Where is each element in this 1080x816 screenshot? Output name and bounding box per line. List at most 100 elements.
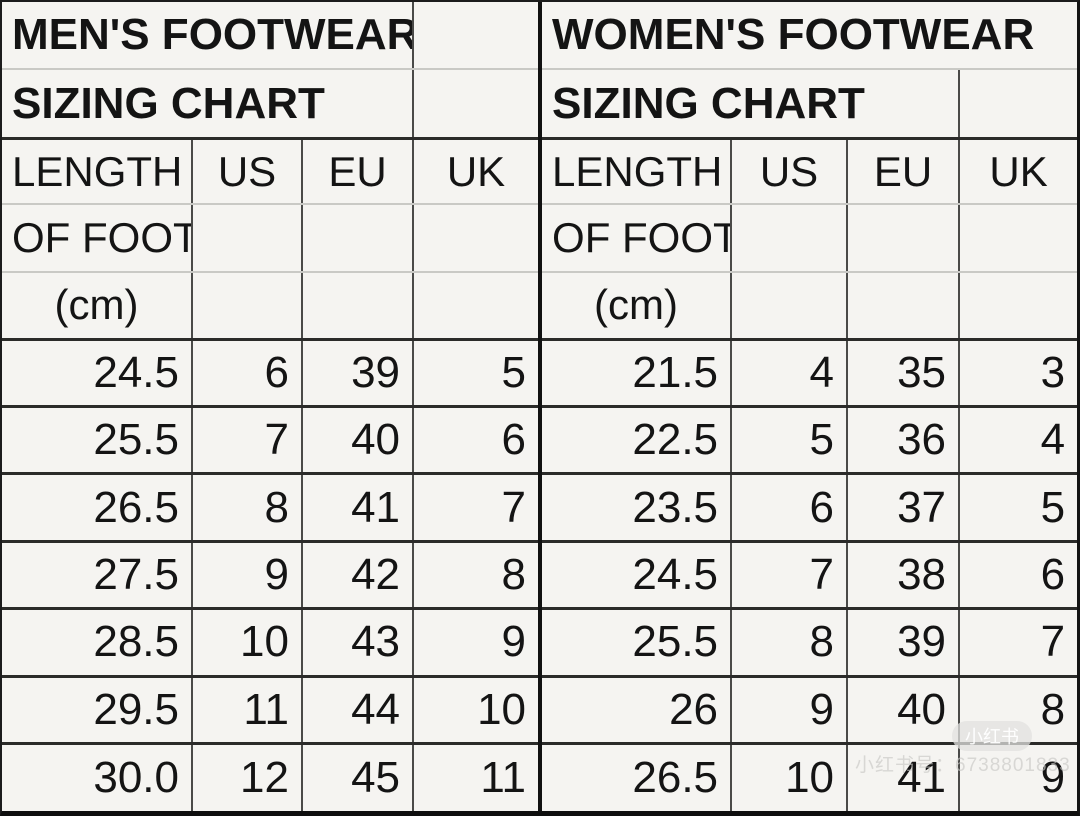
empty-cell [192, 271, 303, 341]
cell-cm: 28.5 [2, 608, 193, 678]
mens-header-of-foot: OF FOOT [2, 204, 193, 273]
womens-header-uk: UK [959, 138, 1077, 206]
cell-us: 8 [192, 473, 303, 543]
cell-us: 12 [192, 743, 303, 811]
xiaohongshu-id-watermark: 小红书号：6738801833 [855, 755, 1071, 776]
cell-eu: 44 [302, 676, 415, 745]
cell-eu: 43 [302, 608, 415, 678]
cell-us: 8 [731, 608, 849, 678]
cell-cm: 24.5 [2, 339, 193, 408]
cell-uk: 11 [480, 752, 527, 802]
cell-eu: 37 [847, 473, 961, 543]
cell-eu: 42 [302, 541, 415, 611]
mens-header-eu: EU [302, 138, 415, 206]
cell-us: 10 [192, 608, 303, 678]
cell-eu: 40 [847, 676, 961, 745]
cell-us: 4 [731, 339, 849, 408]
empty-cell [413, 204, 539, 273]
womens-header-length: LENGTH [542, 138, 733, 206]
mens-title-line1: MEN'S FOOTWEAR [2, 2, 415, 71]
cell-uk: 8 [413, 541, 539, 611]
cell-us: 7 [731, 541, 849, 611]
cell-cm: 26.5 [542, 743, 733, 811]
mens-sizing-table: MEN'S FOOTWEAR SIZING CHART LENGTH US EU… [2, 2, 539, 811]
cell-cm: 26.5 [2, 473, 193, 543]
cell-cm: 23.5 [542, 473, 733, 543]
cell-cm: 29.5 [2, 676, 193, 745]
cell-eu: 39 [847, 608, 961, 678]
table-row: 24.5 6 39 5 [2, 339, 539, 408]
cell-cm: 25.5 [2, 406, 193, 476]
cell-us: 9 [192, 541, 303, 611]
mens-header-cm: (cm) [2, 271, 193, 341]
empty-cell [731, 204, 849, 273]
xiaohongshu-badge: 小红书 [952, 721, 1032, 751]
table-row: 26.5 8 41 7 [2, 473, 539, 543]
womens-header-cm: (cm) [542, 271, 733, 341]
cell-us: 11 [192, 676, 303, 745]
table-row: 26.5 10 41 9 [542, 743, 1077, 811]
womens-title-line1: WOMEN'S FOOTWEAR [542, 2, 1077, 71]
table-divider [538, 2, 543, 811]
womens-title-line2: SIZING CHART [542, 69, 961, 141]
table-row: 24.5 7 38 6 [542, 541, 1077, 611]
cell-eu: 39 [302, 339, 415, 408]
table-row: 25.5 7 40 6 [2, 406, 539, 476]
empty-cell [731, 271, 849, 341]
womens-header-eu: EU [847, 138, 961, 206]
cell-us: 5 [731, 406, 849, 476]
cell-uk: 5 [413, 339, 539, 408]
cell-cm: 25.5 [542, 608, 733, 678]
cell-uk: 6 [413, 406, 539, 476]
cell-us: 10 [731, 743, 849, 811]
empty-cell [959, 271, 1077, 341]
empty-cell [413, 69, 539, 141]
empty-cell [847, 204, 961, 273]
mens-header-uk: UK [413, 138, 539, 206]
cell-cm: 27.5 [2, 541, 193, 611]
cell-eu: 40 [302, 406, 415, 476]
cell-cm: 22.5 [542, 406, 733, 476]
cell-uk: 3 [959, 339, 1077, 408]
cell-cm: 26 [542, 676, 733, 745]
cell-cm: 21.5 [542, 339, 733, 408]
mens-header-length: LENGTH [2, 138, 193, 206]
empty-cell [959, 204, 1077, 273]
table-row: 28.5 10 43 9 [2, 608, 539, 678]
cell-uk: 5 [959, 473, 1077, 543]
table-row: 25.5 8 39 7 [542, 608, 1077, 678]
cell-eu: 45 [302, 743, 415, 811]
womens-sizing-table: WOMEN'S FOOTWEAR SIZING CHART LENGTH US … [542, 2, 1077, 811]
empty-cell [847, 271, 961, 341]
cell-eu: 41 [302, 473, 415, 543]
cell-eu: 36 [847, 406, 961, 476]
empty-cell [302, 271, 415, 341]
empty-cell [413, 271, 539, 341]
cell-us: 6 [192, 339, 303, 408]
cell-us: 7 [192, 406, 303, 476]
cell-uk: 10 [413, 676, 539, 745]
cell-us: 6 [731, 473, 849, 543]
cell-uk: 9 [413, 608, 539, 678]
table-row: 30.0 12 45 11 [2, 743, 538, 811]
womens-header-us: US [731, 138, 849, 206]
table-row: 26 9 40 8 [542, 676, 1077, 745]
womens-header-of-foot: OF FOOT [542, 204, 733, 273]
mens-header-us: US [192, 138, 303, 206]
cell-uk: 6 [959, 541, 1077, 611]
empty-cell [413, 2, 539, 71]
table-row: 23.5 6 37 5 [542, 473, 1077, 543]
cell-uk: 4 [959, 406, 1077, 476]
table-row: 27.5 9 42 8 [2, 541, 539, 611]
cell-uk: 7 [959, 608, 1077, 678]
cell-us: 9 [731, 676, 849, 745]
empty-cell [959, 69, 1077, 141]
cell-uk: 9 [1040, 752, 1066, 802]
cell-eu: 41 [847, 743, 961, 811]
table-row: 22.5 5 36 4 [542, 406, 1077, 476]
cell-uk: 7 [413, 473, 539, 543]
table-row: 29.5 11 44 10 [2, 676, 539, 745]
cell-eu: 35 [847, 339, 961, 408]
empty-cell [192, 204, 303, 273]
